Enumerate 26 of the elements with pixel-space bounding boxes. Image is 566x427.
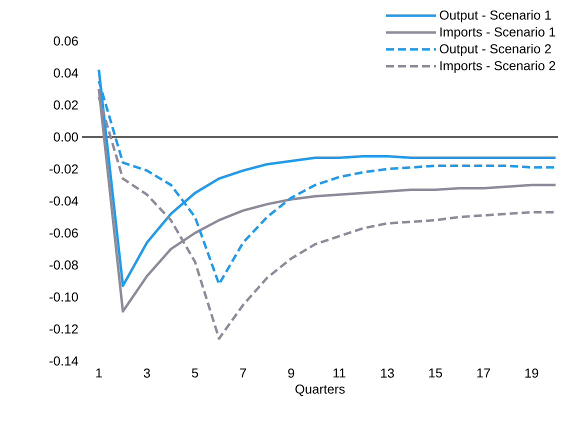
y-tick-label: -0.12 xyxy=(50,324,78,334)
x-tick-label: 13 xyxy=(381,368,394,378)
x-tick-label: 11 xyxy=(334,368,346,378)
y-tick-label: -0.14 xyxy=(50,356,78,366)
y-tick-label: 0.04 xyxy=(54,68,78,78)
y-tick-label: -0.06 xyxy=(50,228,78,238)
x-tick-label: 3 xyxy=(144,368,150,378)
x-tick-label: 19 xyxy=(525,368,538,378)
y-tick-label: 0.00 xyxy=(54,132,78,142)
x-tick-label: 15 xyxy=(429,368,442,378)
x-tick-label: 17 xyxy=(477,368,490,378)
x-tick-label: 5 xyxy=(192,368,198,378)
x-tick-label: 1 xyxy=(96,368,102,378)
legend-label: Imports - Scenario 2 xyxy=(440,60,556,73)
legend-label: Imports - Scenario 1 xyxy=(440,27,556,40)
x-tick-label: 9 xyxy=(288,368,294,378)
y-tick-label: 0.06 xyxy=(54,36,78,46)
y-tick-label: 0.02 xyxy=(54,100,78,110)
y-tick-label: -0.10 xyxy=(50,292,78,302)
y-tick-label: -0.08 xyxy=(50,260,78,270)
y-tick-label: -0.02 xyxy=(50,164,78,174)
x-axis-title: Quarters xyxy=(295,384,345,396)
y-tick-label: -0.04 xyxy=(50,196,78,206)
x-tick-label: 7 xyxy=(240,368,246,378)
legend-label: Output - Scenario 1 xyxy=(440,10,551,22)
legend-label: Output - Scenario 2 xyxy=(440,44,551,56)
